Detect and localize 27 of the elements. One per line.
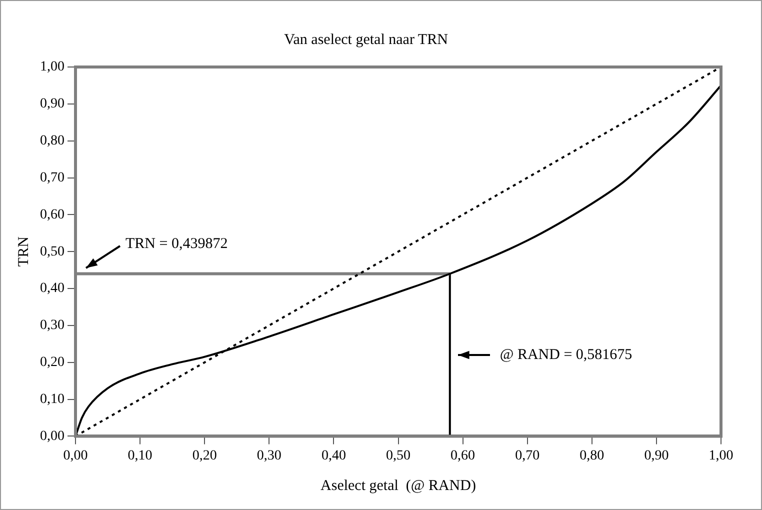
y-tick-label: 0,90 bbox=[40, 96, 64, 112]
x-tick-label: 0,80 bbox=[580, 448, 604, 464]
x-tick-label: 0,00 bbox=[63, 448, 88, 464]
x-axis-title: Aselect getal (@ RAND) bbox=[320, 478, 476, 494]
x-tick-label: 0,70 bbox=[515, 448, 540, 464]
x-tick-label: 0,60 bbox=[450, 448, 476, 464]
x-tick-label: 0,20 bbox=[192, 448, 217, 464]
y-tick-label: 0,60 bbox=[40, 207, 64, 222]
x-tick-label: 0,30 bbox=[256, 448, 282, 464]
y-tick-label: 0,20 bbox=[40, 355, 64, 370]
x-tick-label: 0,90 bbox=[644, 448, 669, 464]
x-tick-label: 0,10 bbox=[128, 448, 152, 464]
y-tick-label: 0,40 bbox=[40, 281, 64, 296]
y-tick-label: 0,70 bbox=[40, 170, 64, 186]
x-tick-label: 0,40 bbox=[321, 448, 346, 464]
y-tick-label: 0,10 bbox=[40, 392, 64, 407]
y-axis-title: TRN bbox=[16, 236, 32, 267]
y-tick-label: 0,30 bbox=[40, 318, 64, 334]
annotation: TRN = 0,439872 bbox=[126, 234, 228, 253]
y-tick-label: 0,80 bbox=[40, 134, 64, 149]
annotation: @ RAND = 0,581675 bbox=[500, 346, 632, 364]
y-tick-label: 0,00 bbox=[40, 428, 64, 444]
chart-title: Van aselect getal naar TRN bbox=[284, 32, 448, 48]
x-tick-label: 0,50 bbox=[386, 448, 410, 464]
y-tick-label: 0,50 bbox=[40, 244, 64, 260]
x-tick-label: 1,00 bbox=[708, 448, 734, 464]
y-tick-label: 1,00 bbox=[40, 60, 64, 75]
